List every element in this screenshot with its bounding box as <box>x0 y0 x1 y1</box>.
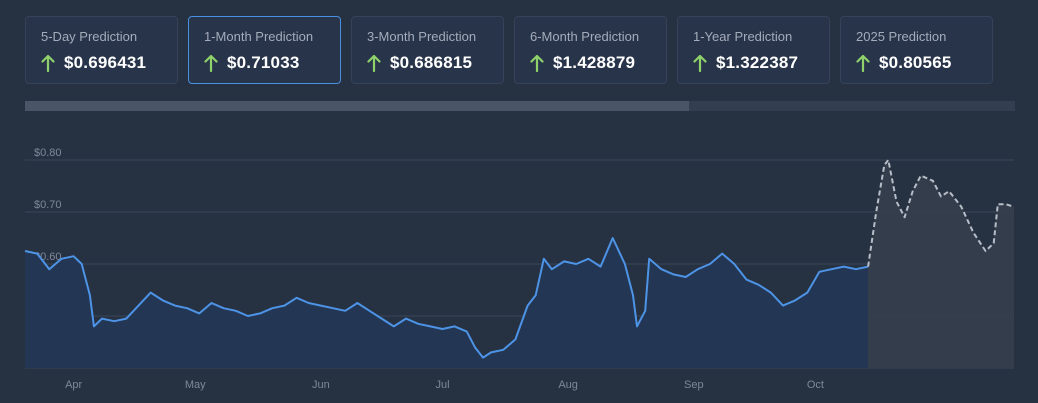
forecast-line <box>867 159 1015 267</box>
prediction-value: $0.696431 <box>64 53 147 72</box>
prediction-value: $0.80565 <box>879 53 952 72</box>
prediction-value: $0.686815 <box>390 53 473 72</box>
prediction-value-row: $1.322387 <box>693 53 829 73</box>
prediction-label: 5-Day Prediction <box>41 29 138 44</box>
arrow-up-icon <box>856 54 870 72</box>
scrollbar-thumb[interactable] <box>25 101 689 111</box>
arrow-up-icon <box>693 54 707 72</box>
prediction-value: $1.322387 <box>716 53 799 72</box>
x-tick-label: Apr <box>65 379 82 391</box>
arrow-up-icon <box>41 54 55 72</box>
x-tick-label: Aug <box>558 379 578 391</box>
prediction-value-row: $1.428879 <box>530 53 666 73</box>
prediction-value-row: $0.686815 <box>367 53 503 73</box>
arrow-up-icon <box>367 54 381 72</box>
y-tick-label: $0.80 <box>34 147 62 159</box>
history-line <box>24 237 869 359</box>
history-area <box>25 238 869 368</box>
prediction-card[interactable]: 3-Month Prediction $0.686815 <box>351 16 504 84</box>
prediction-label: 1-Month Prediction <box>204 29 314 44</box>
prediction-card[interactable]: 6-Month Prediction $1.428879 <box>514 16 667 84</box>
prediction-label: 3-Month Prediction <box>367 29 477 44</box>
x-tick-label: Sep <box>684 379 704 391</box>
horizontal-scrollbar[interactable] <box>25 101 1015 111</box>
prediction-value-row: $0.71033 <box>204 53 340 73</box>
x-tick-label: May <box>185 379 206 391</box>
prediction-label: 1-Year Prediction <box>693 29 793 44</box>
x-tick-label: Oct <box>807 379 824 391</box>
prediction-value-row: $0.696431 <box>41 53 177 73</box>
y-tick-label: $0.70 <box>34 199 62 211</box>
prediction-card[interactable]: 2025 Prediction $0.80565 <box>840 16 993 84</box>
arrow-up-icon <box>204 54 218 72</box>
prediction-card[interactable]: 1-Month Prediction $0.71033 <box>188 16 341 84</box>
prediction-label: 6-Month Prediction <box>530 29 640 44</box>
x-tick-label: Jun <box>312 379 330 391</box>
prediction-value: $1.428879 <box>553 53 636 72</box>
forecast-area <box>868 160 1014 368</box>
prediction-card[interactable]: 5-Day Prediction $0.696431 <box>25 16 178 84</box>
prediction-value: $0.71033 <box>227 53 300 72</box>
arrow-up-icon <box>530 54 544 72</box>
prediction-card[interactable]: 1-Year Prediction $1.322387 <box>677 16 830 84</box>
prediction-value-row: $0.80565 <box>856 53 992 73</box>
price-chart: $0.80$0.70$0.60$0.50$0.40AprMayJunJulAug… <box>24 147 1015 391</box>
prediction-cards: 5-Day Prediction $0.696431 1-Month Predict… <box>25 16 993 84</box>
x-tick-label: Jul <box>435 379 449 391</box>
prediction-label: 2025 Prediction <box>856 29 947 44</box>
